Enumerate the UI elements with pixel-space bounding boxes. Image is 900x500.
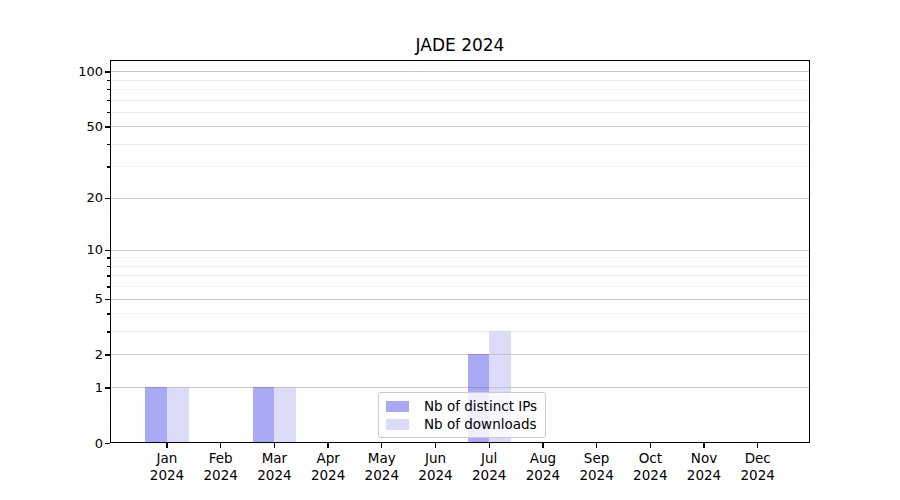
y-tick-label: 100	[0, 64, 103, 79]
gridline-major	[110, 198, 810, 199]
gridline-minor	[110, 166, 810, 167]
x-tick	[596, 443, 597, 448]
y-tick-label: 10	[0, 242, 103, 257]
x-tick-label: Dec2024	[723, 450, 793, 484]
y-tick-label: 2	[0, 347, 103, 362]
y-tick-label: 0	[0, 436, 103, 451]
gridline-major	[110, 299, 810, 300]
chart-title: JADE 2024	[110, 35, 810, 55]
x-tick	[757, 443, 758, 448]
gridline-minor	[110, 286, 810, 287]
y-tick-label: 5	[0, 291, 103, 306]
bar-distinct-ips	[145, 387, 167, 443]
gridline-major	[110, 71, 810, 72]
gridline-minor	[110, 144, 810, 145]
y-tick-label: 20	[0, 190, 103, 205]
legend-swatch-distinct-ips	[386, 401, 409, 412]
legend-item-downloads: Nb of downloads	[386, 416, 537, 432]
chart-figure: JADE 2024 0125102050100Jan2024Feb2024Mar…	[0, 0, 900, 500]
gridline-minor	[110, 257, 810, 258]
legend-swatch-downloads	[386, 419, 409, 430]
gridline-major	[110, 250, 810, 251]
gridline-minor	[110, 112, 810, 113]
x-tick	[166, 443, 167, 448]
gridline-minor	[110, 266, 810, 267]
x-tick	[274, 443, 275, 448]
gridline-minor	[110, 331, 810, 332]
y-tick-label: 50	[0, 119, 103, 134]
gridline-minor	[110, 313, 810, 314]
x-tick	[542, 443, 543, 448]
x-tick	[435, 443, 436, 448]
gridline-minor	[110, 89, 810, 90]
gridline-major	[110, 126, 810, 127]
legend: Nb of distinct IPs Nb of downloads	[378, 392, 546, 438]
legend-item-distinct-ips: Nb of distinct IPs	[386, 398, 537, 414]
plot-area	[110, 60, 810, 443]
bar-downloads	[274, 387, 296, 443]
gridline-major	[110, 387, 810, 388]
x-tick	[489, 443, 490, 448]
gridline-major	[110, 354, 810, 355]
gridline-minor	[110, 100, 810, 101]
y-tick-label: 1	[0, 380, 103, 395]
bar-downloads	[167, 387, 189, 443]
legend-label-downloads: Nb of downloads	[424, 416, 537, 432]
legend-label-distinct-ips: Nb of distinct IPs	[424, 398, 537, 414]
x-tick	[650, 443, 651, 448]
x-tick	[381, 443, 382, 448]
gridline-minor	[110, 80, 810, 81]
bar-distinct-ips	[253, 387, 275, 443]
gridline-minor	[110, 275, 810, 276]
x-tick	[703, 443, 704, 448]
y-major-tick	[105, 443, 111, 444]
x-tick	[327, 443, 328, 448]
x-tick	[220, 443, 221, 448]
